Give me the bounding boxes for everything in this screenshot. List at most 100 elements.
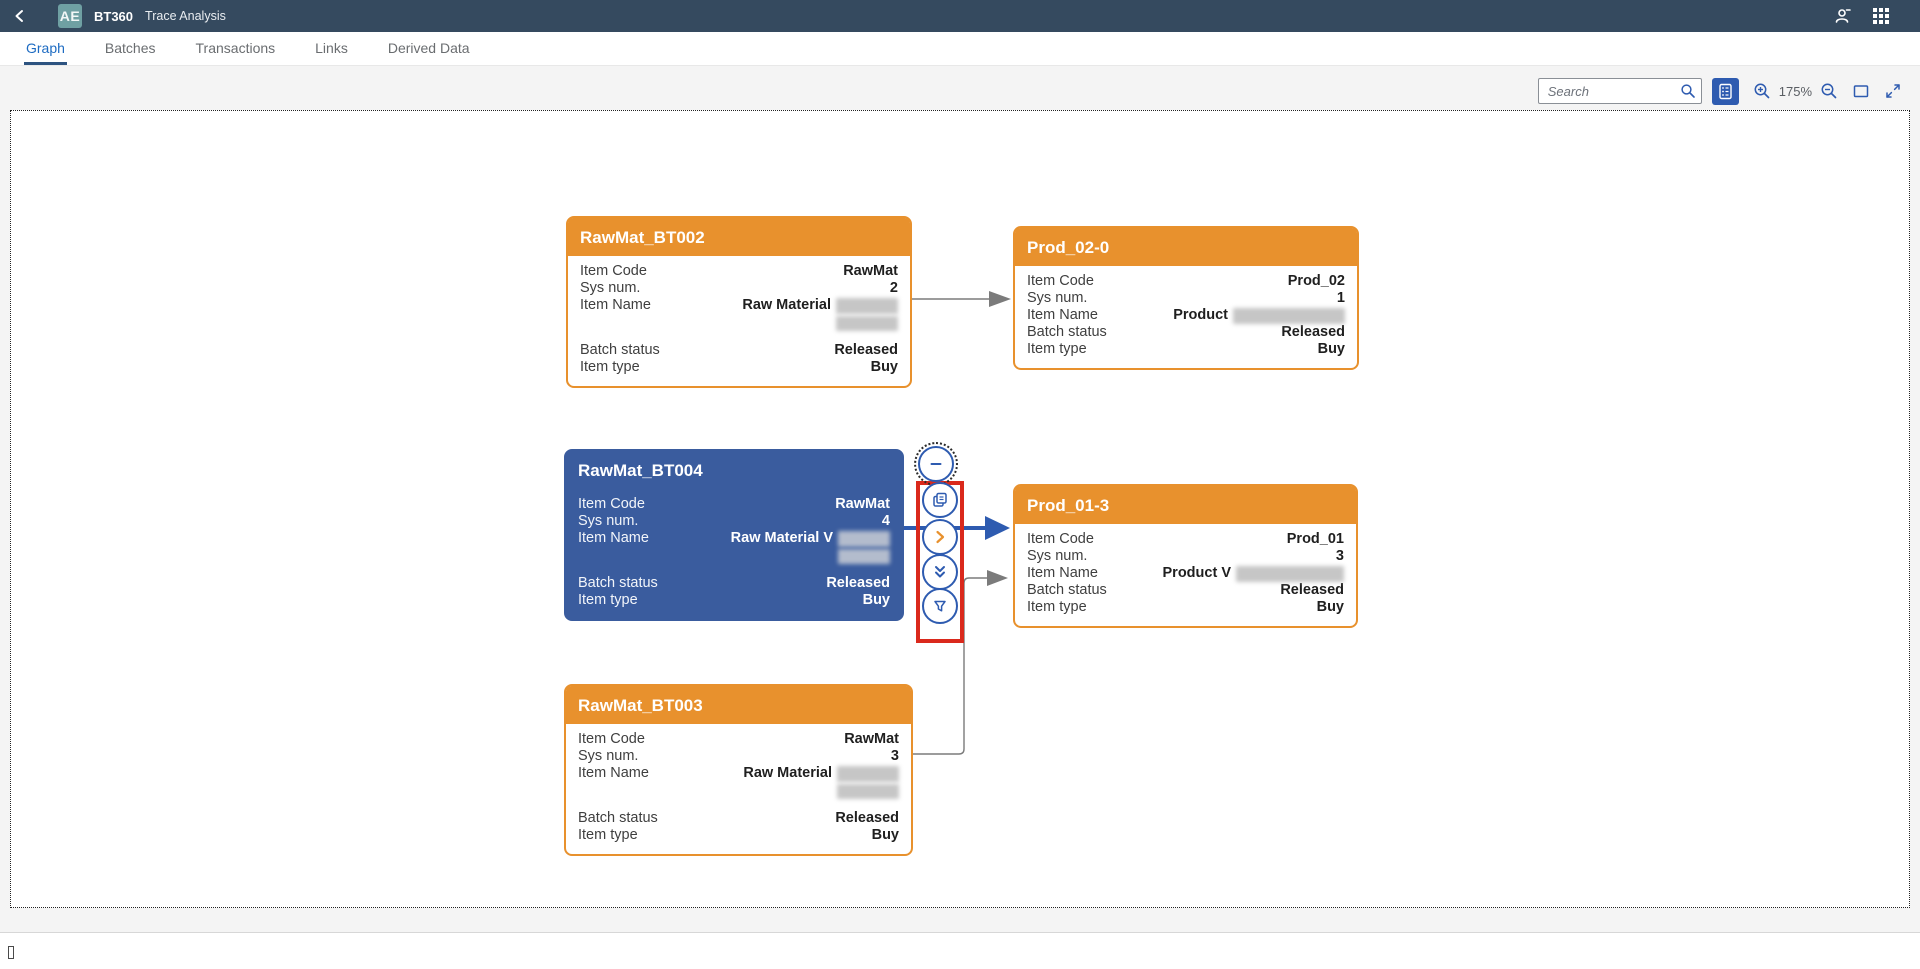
redacted-value — [1236, 565, 1344, 582]
graph-canvas[interactable]: RawMat_BT002 Item Code RawMat Sys num. 2 Item… — [10, 110, 1910, 908]
node-card-RawMat_BT003[interactable]: RawMat_BT003 Item Code RawMat Sys num. 3 Item… — [564, 684, 913, 856]
expand-right-button[interactable] — [922, 519, 958, 555]
node-card-RawMat_BT004[interactable]: RawMat_BT004 Item Code RawMat Sys num. 4 Item… — [564, 449, 904, 621]
field-label: Item Name — [578, 765, 649, 781]
back-button[interactable] — [0, 0, 40, 32]
back-icon — [15, 10, 23, 22]
node-field-row: Item type Buy — [1027, 599, 1344, 616]
work-area-divider — [0, 932, 1920, 933]
tab-graph[interactable]: Graph — [24, 40, 67, 65]
fit-screen-button[interactable] — [1848, 78, 1874, 104]
node-card-Prod_01-3[interactable]: Prod_01-3 Item Code Prod_01 Sys num. 3 Item N… — [1013, 484, 1358, 628]
node-field-row: Item Name Product — [1027, 307, 1345, 324]
node-field-row: Item Code RawMat — [580, 263, 898, 280]
field-value: Released — [834, 342, 898, 358]
redacted-value — [1233, 307, 1345, 324]
edge-layer — [904, 291, 1011, 755]
node-field-row: Item Code Prod_01 — [1027, 531, 1344, 548]
redacted-value — [838, 530, 890, 547]
field-label: Item Code — [580, 263, 647, 279]
minus-icon — [930, 463, 942, 465]
copy-icon — [933, 492, 947, 507]
user-settings-button[interactable] — [1834, 7, 1852, 25]
node-field-row: Item type Buy — [578, 592, 890, 609]
field-label: Sys num. — [1027, 548, 1088, 564]
node-field-row: Item type Buy — [1027, 341, 1345, 358]
filter-funnel-icon — [934, 600, 946, 612]
tab-bar: Graph Batches Transactions Links Derived… — [0, 32, 1920, 66]
page-footer — [0, 933, 1920, 969]
field-label: Item Code — [578, 731, 645, 747]
app-logo: AE — [58, 4, 82, 28]
node-field-row: Batch status Released — [1027, 582, 1344, 599]
node-field-row: Item type Buy — [580, 359, 898, 376]
field-label: Batch status — [1027, 324, 1107, 340]
copy-node-button[interactable] — [922, 482, 958, 518]
filter-node-button[interactable] — [922, 588, 958, 624]
field-value: Released — [835, 810, 899, 826]
zoom-out-icon — [1821, 83, 1837, 99]
expand-icon — [1886, 84, 1900, 98]
tab-batches[interactable]: Batches — [104, 40, 156, 56]
tab-derived-data[interactable]: Derived Data — [387, 40, 470, 56]
work-area: 175% — [0, 66, 1920, 933]
fit-screen-icon — [1853, 85, 1869, 98]
node-field-row: Batch status Released — [580, 342, 898, 359]
field-value: Prod_02 — [1287, 273, 1345, 289]
expand-all-button[interactable] — [922, 554, 958, 590]
field-value: Buy — [870, 359, 898, 375]
field-label: Item type — [1027, 341, 1087, 357]
missing-glyph-box — [8, 946, 14, 959]
field-value: RawMat — [843, 263, 898, 279]
node-field-row: Batch status Released — [1027, 324, 1345, 341]
double-chevron-down-icon — [935, 566, 945, 578]
node-field-row: Item Name Raw Material V — [578, 530, 890, 547]
redacted-value-line2 — [838, 549, 890, 564]
field-value: Product — [1173, 307, 1345, 324]
zoom-out-button[interactable] — [1816, 78, 1842, 104]
field-value: Released — [1281, 324, 1345, 340]
field-label: Item Name — [580, 297, 651, 313]
node-card-Prod_02-0[interactable]: Prod_02-0 Item Code Prod_02 Sys num. 1 Item N… — [1013, 226, 1359, 370]
field-label: Item Code — [1027, 531, 1094, 547]
app-title: Trace Analysis — [145, 9, 226, 23]
node-title: Prod_02-0 — [1015, 228, 1357, 266]
search-field-wrap — [1537, 78, 1702, 104]
user-settings-icon — [1835, 9, 1851, 23]
search-input[interactable] — [1537, 78, 1702, 104]
field-label: Item type — [1027, 599, 1087, 615]
legend-toggle-button[interactable] — [1711, 77, 1739, 105]
node-field-row: Item Name Raw Material — [580, 297, 898, 314]
redacted-value-line2 — [837, 784, 899, 799]
search-icon[interactable] — [1680, 83, 1696, 104]
field-label: Batch status — [578, 575, 658, 591]
fullscreen-button[interactable] — [1880, 78, 1906, 104]
field-label: Item type — [580, 359, 640, 375]
legend-icon — [1719, 83, 1732, 99]
node-card-RawMat_BT002[interactable]: RawMat_BT002 Item Code RawMat Sys num. 2 Item… — [566, 216, 912, 388]
field-label: Item Name — [578, 530, 649, 546]
field-label: Sys num. — [580, 280, 641, 296]
field-value: Raw Material — [742, 297, 898, 314]
node-field-row: Sys num. 3 — [1027, 548, 1344, 565]
zoom-in-icon — [1754, 83, 1770, 99]
tab-transactions[interactable]: Transactions — [195, 40, 276, 56]
chevron-right-icon — [936, 530, 945, 544]
node-body: Item Code RawMat Sys num. 3 Item Name Raw Mat… — [566, 724, 911, 854]
node-field-row: Batch status Released — [578, 575, 890, 592]
redacted-value-line2 — [836, 316, 898, 331]
graph-toolbar: 175% — [1537, 77, 1906, 105]
node-field-row: Sys num. 4 — [578, 513, 890, 530]
field-label: Sys num. — [578, 748, 639, 764]
collapse-node-button[interactable] — [914, 442, 958, 486]
product-name: BT360 — [94, 8, 134, 24]
field-value: Prod_01 — [1286, 531, 1344, 547]
app-launcher-button[interactable] — [1872, 7, 1890, 25]
field-label: Item Name — [1027, 565, 1098, 581]
node-body: Item Code Prod_01 Sys num. 3 Item Name Produc… — [1015, 524, 1356, 626]
node-body: Item Code RawMat Sys num. 4 Item Name Raw Mat… — [566, 489, 902, 619]
tab-links[interactable]: Links — [315, 40, 348, 56]
node-body: Item Code Prod_02 Sys num. 1 Item Name Produc… — [1015, 266, 1357, 368]
zoom-in-button[interactable] — [1749, 78, 1775, 104]
